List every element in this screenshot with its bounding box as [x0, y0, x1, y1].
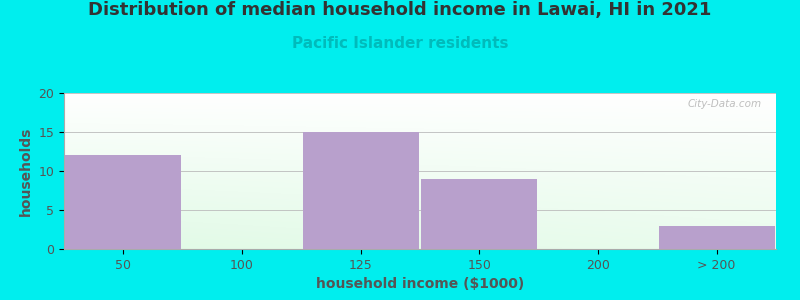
Bar	[302, 132, 419, 249]
Bar	[658, 226, 775, 249]
Text: City-Data.com: City-Data.com	[688, 99, 762, 109]
Text: Distribution of median household income in Lawai, HI in 2021: Distribution of median household income …	[88, 2, 712, 20]
Bar	[421, 179, 538, 249]
X-axis label: household income ($1000): household income ($1000)	[316, 277, 524, 291]
Bar	[65, 155, 182, 249]
Text: Pacific Islander residents: Pacific Islander residents	[292, 36, 508, 51]
Y-axis label: households: households	[19, 126, 33, 216]
